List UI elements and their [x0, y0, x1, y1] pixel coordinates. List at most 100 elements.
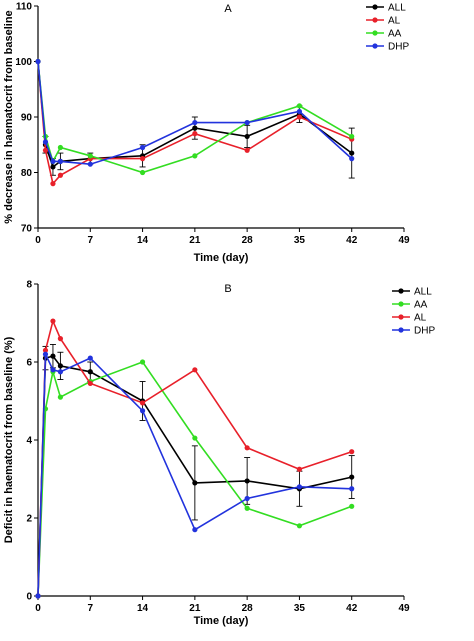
- data-point: [87, 380, 93, 387]
- series-line: [37, 353, 352, 597]
- data-point: [244, 445, 250, 451]
- legend-swatch-marker: [398, 288, 404, 294]
- x-tick-label: 21: [189, 235, 201, 246]
- y-tick-label: 100: [15, 57, 32, 68]
- legend-label: AA: [388, 29, 402, 40]
- series-al: [35, 58, 355, 187]
- data-point: [139, 400, 146, 406]
- legend-entry-dhp: DHP: [392, 326, 435, 337]
- chart-panel-b: 0 2 4 6 8 0 7 14 21 28 35 42 49 Time (day) Deficit in …: [3, 280, 435, 628]
- data-point: [50, 158, 56, 164]
- data-point: [42, 347, 49, 353]
- x-axis-label: Time (day): [194, 615, 249, 627]
- chart-panel-a: 70 80 90 100 110 0 7 14 21 28 35 42 49 Time (day) % de…: [3, 2, 410, 265]
- legend-swatch-marker: [372, 17, 378, 23]
- y-tick-label: 90: [21, 113, 33, 124]
- data-point: [57, 394, 64, 400]
- data-point: [349, 503, 355, 509]
- data-point: [296, 108, 303, 115]
- data-point: [139, 408, 146, 414]
- data-point: [296, 466, 303, 472]
- data-point: [349, 486, 355, 492]
- data-point: [192, 527, 198, 533]
- data-point: [57, 369, 64, 375]
- legend-entry-all: ALL: [366, 3, 406, 14]
- x-tick-label: 14: [137, 235, 149, 246]
- y-tick-label: 4: [26, 436, 32, 447]
- data-point: [192, 125, 198, 131]
- series-line: [37, 355, 352, 597]
- y-tick-label: 2: [26, 514, 32, 525]
- data-point: [296, 103, 303, 109]
- y-tick-label: 70: [21, 224, 33, 235]
- data-point: [87, 153, 93, 159]
- series-line: [37, 61, 353, 166]
- series-dhp: [35, 351, 355, 599]
- legend-entry-aa: AA: [392, 300, 428, 311]
- y-axis-label: Deficit in haematocrit from baseline (%): [3, 336, 15, 543]
- data-point: [192, 367, 198, 373]
- data-point: [349, 150, 355, 156]
- legend-entry-all: ALL: [392, 287, 432, 298]
- data-point: [192, 119, 198, 126]
- x-tick-label: 0: [35, 235, 41, 246]
- data-point: [57, 158, 64, 164]
- x-tick-label: 42: [346, 235, 358, 246]
- series-line: [37, 361, 352, 597]
- legend-swatch-marker: [372, 43, 378, 49]
- panel-letter: B: [224, 283, 231, 295]
- data-point: [42, 147, 49, 153]
- data-point: [35, 58, 41, 65]
- series-line: [37, 318, 352, 597]
- y-tick-label: 80: [21, 168, 33, 179]
- data-point: [349, 474, 355, 480]
- data-point: [296, 523, 303, 529]
- legend-label: ALL: [414, 287, 432, 298]
- y-tick-label: 8: [26, 280, 32, 291]
- x-tick-label: 14: [137, 603, 149, 614]
- data-point: [192, 435, 198, 441]
- data-point: [139, 359, 146, 365]
- x-tick-label: 42: [346, 603, 358, 614]
- data-point: [50, 367, 56, 373]
- y-tick-label: 0: [26, 592, 32, 603]
- legend-swatch-marker: [372, 30, 378, 36]
- legend-label: DHP: [388, 42, 409, 53]
- x-tick-label: 7: [88, 235, 94, 246]
- data-point: [244, 133, 250, 140]
- legend-swatch-marker: [372, 4, 378, 10]
- data-point: [87, 355, 93, 361]
- x-axis-label: Time (day): [194, 252, 249, 264]
- data-point: [50, 318, 56, 324]
- x-tick-label: 49: [398, 603, 410, 614]
- legend-label: ALL: [388, 3, 406, 14]
- data-point: [57, 144, 64, 151]
- x-tick-label: 28: [242, 235, 254, 246]
- data-point: [244, 147, 250, 153]
- legend-label: DHP: [414, 326, 435, 337]
- y-tick-label: 6: [26, 358, 32, 369]
- y-axis-label: % decrease in haematocrit from baseline: [3, 10, 15, 223]
- data-point: [57, 336, 64, 342]
- series-dhp: [35, 58, 355, 167]
- x-tick-label: 28: [242, 603, 254, 614]
- x-tick-label: 21: [189, 603, 201, 614]
- legend-swatch-marker: [398, 327, 404, 333]
- data-point: [139, 156, 146, 162]
- data-point: [244, 505, 250, 511]
- x-tick-label: 49: [398, 235, 410, 246]
- legend-entry-al: AL: [392, 313, 427, 324]
- data-point: [192, 480, 198, 486]
- data-point: [42, 351, 49, 357]
- data-point: [244, 119, 250, 126]
- y-tick-label: 110: [16, 2, 33, 13]
- data-point: [349, 449, 355, 455]
- data-point: [244, 478, 250, 484]
- legend-entry-aa: AA: [366, 29, 402, 40]
- data-point: [35, 593, 41, 599]
- data-point: [50, 353, 56, 359]
- data-point: [296, 114, 303, 120]
- data-point: [244, 495, 250, 502]
- series-line: [37, 61, 353, 169]
- data-point: [139, 169, 146, 176]
